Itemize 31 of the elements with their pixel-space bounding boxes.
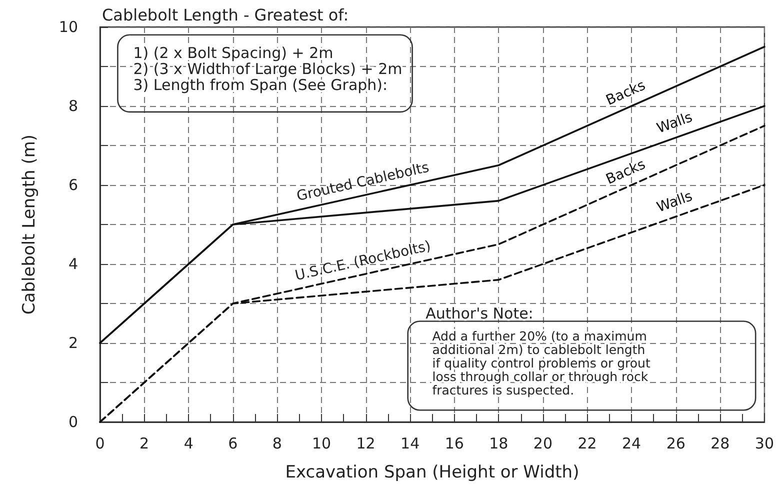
x-tick-label: 10 (312, 434, 332, 452)
x-tick-label: 22 (578, 434, 597, 452)
annotation: Author's Note: (426, 304, 534, 322)
y-axis-title: Cablebolt Length (m) (20, 134, 40, 315)
x-tick-label: 20 (533, 434, 553, 452)
x-tick-label: 24 (622, 434, 642, 452)
x-tick-label: 8 (272, 434, 282, 452)
x-tick-label: 26 (666, 434, 686, 452)
text: Walls (654, 109, 695, 137)
y-tick-label: 0 (68, 413, 78, 431)
x-tick-label: 0 (95, 434, 105, 452)
x-tick-label: 30 (754, 434, 774, 452)
text: Walls (654, 188, 695, 216)
x-tick-label: 4 (184, 434, 194, 452)
x-tick-label: 12 (356, 434, 376, 452)
y-tick-label: 4 (68, 255, 78, 273)
y-tick-label: 10 (58, 18, 78, 36)
text: Backs (604, 78, 648, 109)
text: Backs (604, 156, 648, 188)
y-tick-label: 6 (68, 176, 78, 194)
x-tick-label: 6 (228, 434, 238, 452)
y-tick-label: 2 (68, 334, 78, 352)
x-tick-label: 2 (140, 434, 150, 452)
chart-title: Cablebolt Length - Greatest of: (102, 6, 349, 24)
x-axis-title: Excavation Span (Height or Width) (285, 462, 580, 482)
x-tick-label: 28 (710, 434, 730, 452)
y-tick-label: 8 (68, 97, 78, 115)
x-tick-label: 14 (400, 434, 420, 452)
x-tick-label: 18 (489, 434, 508, 452)
annotation: Grouted Cablebolts (295, 160, 431, 205)
x-tick-label: 16 (444, 434, 464, 452)
